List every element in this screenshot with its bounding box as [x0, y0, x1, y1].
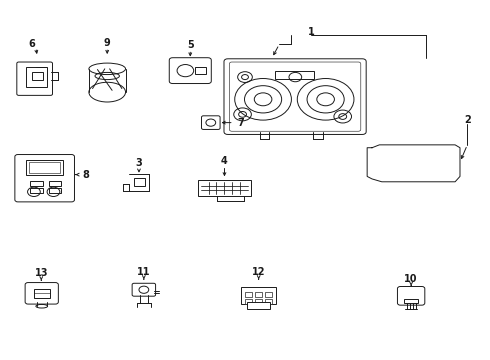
Text: 9: 9	[104, 38, 111, 48]
Text: 7: 7	[238, 118, 245, 128]
FancyBboxPatch shape	[201, 116, 220, 130]
Text: 4: 4	[221, 156, 228, 166]
Bar	[195, 67, 206, 74]
FancyBboxPatch shape	[229, 62, 361, 131]
Bar	[32, 72, 43, 80]
Bar	[265, 299, 272, 304]
Bar	[30, 181, 43, 186]
Bar	[49, 181, 61, 186]
Bar	[197, 180, 251, 196]
Bar	[404, 300, 418, 303]
Bar	[26, 67, 47, 87]
Bar	[265, 292, 272, 297]
Bar	[29, 162, 60, 173]
Bar	[245, 299, 252, 304]
Bar	[245, 292, 252, 297]
Bar	[49, 188, 61, 193]
Bar	[34, 289, 49, 298]
Text: 3: 3	[136, 158, 143, 168]
Text: 8: 8	[83, 170, 90, 180]
Bar	[255, 299, 262, 304]
Bar	[255, 292, 262, 297]
Bar	[30, 188, 43, 193]
Text: 2: 2	[464, 115, 471, 125]
FancyBboxPatch shape	[169, 58, 211, 84]
Text: 5: 5	[187, 40, 194, 50]
Bar	[134, 178, 145, 186]
FancyBboxPatch shape	[132, 283, 156, 296]
FancyBboxPatch shape	[397, 287, 425, 305]
Text: 6: 6	[28, 39, 35, 49]
Text: 10: 10	[404, 274, 418, 284]
FancyBboxPatch shape	[25, 283, 58, 304]
Bar	[247, 302, 270, 309]
Bar	[26, 160, 63, 175]
Bar	[241, 287, 276, 305]
Bar	[275, 71, 314, 78]
FancyBboxPatch shape	[15, 154, 74, 202]
Text: 11: 11	[137, 267, 150, 277]
FancyBboxPatch shape	[17, 62, 52, 95]
Text: 12: 12	[252, 267, 266, 277]
Text: 13: 13	[34, 268, 48, 278]
FancyBboxPatch shape	[224, 59, 366, 134]
Text: 1: 1	[308, 27, 315, 37]
